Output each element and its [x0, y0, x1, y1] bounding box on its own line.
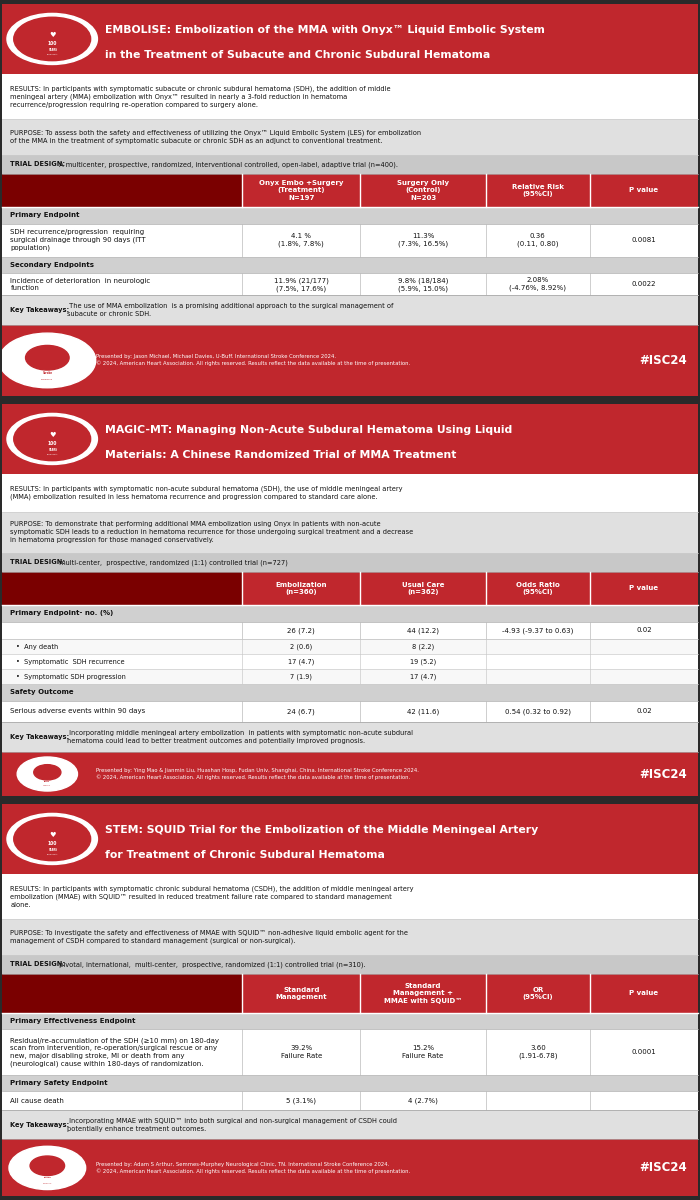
- Bar: [242, 571, 360, 605]
- Bar: [2, 474, 698, 511]
- Bar: [2, 919, 698, 955]
- Text: 8 (2.2): 8 (2.2): [412, 643, 434, 650]
- Text: Materials: A Chinese Randomized Trial of MMA Treatment: Materials: A Chinese Randomized Trial of…: [105, 450, 456, 460]
- Text: Bold Hearts: Bold Hearts: [47, 853, 57, 854]
- Text: 100: 100: [48, 841, 57, 846]
- Bar: [2, 511, 698, 553]
- Text: P value: P value: [629, 586, 659, 592]
- Circle shape: [26, 346, 69, 370]
- Bar: [2, 701, 698, 722]
- Text: -4.93 (-9.37 to 0.63): -4.93 (-9.37 to 0.63): [502, 628, 573, 634]
- Text: 4.1 %
(1.8%, 7.8%): 4.1 % (1.8%, 7.8%): [279, 233, 324, 247]
- Bar: [2, 155, 698, 174]
- Bar: [2, 1075, 698, 1091]
- Text: 11.3%
(7.3%, 16.5%): 11.3% (7.3%, 16.5%): [398, 233, 448, 247]
- Bar: [2, 751, 698, 797]
- Bar: [2, 955, 698, 973]
- Bar: [486, 571, 590, 605]
- Text: 44 (12.2): 44 (12.2): [407, 628, 439, 634]
- Text: RESULTS: In participants with symptomatic non-acute subdural hematoma (SDH), the: RESULTS: In participants with symptomati…: [10, 486, 403, 500]
- Bar: [360, 571, 486, 605]
- Text: International: International: [43, 776, 52, 778]
- Text: International: International: [41, 365, 54, 366]
- Text: 100: 100: [48, 442, 57, 446]
- Text: 9.8% (18/184)
(5.9%, 15.0%): 9.8% (18/184) (5.9%, 15.0%): [398, 277, 448, 292]
- Text: multi-center,  prospective, randomized (1:1) controlled trial (n=727): multi-center, prospective, randomized (1…: [57, 559, 288, 565]
- Bar: [2, 654, 698, 670]
- Text: P value: P value: [629, 990, 659, 996]
- Bar: [2, 174, 242, 208]
- Text: Stroke: Stroke: [43, 1177, 51, 1178]
- Text: 0.0081: 0.0081: [631, 238, 657, 244]
- Text: in the Treatment of Subacute and Chronic Subdural Hematoma: in the Treatment of Subacute and Chronic…: [105, 49, 490, 60]
- Bar: [2, 804, 698, 875]
- Text: Key Takeaways:: Key Takeaways:: [10, 1122, 70, 1128]
- Bar: [2, 722, 698, 751]
- Text: 0.02: 0.02: [636, 628, 652, 634]
- Text: RESULTS: In participants with symptomatic subacute or chronic subdural hematoma : RESULTS: In participants with symptomati…: [10, 85, 391, 108]
- Text: Primary Endpoint: Primary Endpoint: [10, 212, 80, 218]
- Bar: [486, 174, 590, 208]
- Text: PURPOSE: To demonstrate that performing additional MMA embolization using Onyx i: PURPOSE: To demonstrate that performing …: [10, 521, 414, 544]
- Bar: [2, 1140, 698, 1196]
- Bar: [2, 1110, 698, 1140]
- Bar: [2, 257, 698, 274]
- Circle shape: [9, 1146, 85, 1189]
- Bar: [590, 571, 698, 605]
- Text: Primary Effectiveness Endpoint: Primary Effectiveness Endpoint: [10, 1019, 136, 1025]
- Text: ♥: ♥: [49, 832, 55, 838]
- Text: 39.2%
Failure Rate: 39.2% Failure Rate: [281, 1045, 322, 1058]
- Text: Surgery Only
(Control)
N=203: Surgery Only (Control) N=203: [397, 180, 449, 200]
- Text: Bold Hearts: Bold Hearts: [47, 454, 57, 455]
- Text: 0.0001: 0.0001: [631, 1049, 657, 1055]
- Bar: [590, 174, 698, 208]
- Bar: [2, 670, 698, 684]
- Text: The use of MMA embolization  is a promising additional approach to the surgical : The use of MMA embolization is a promisi…: [67, 302, 393, 317]
- Text: 7 (1.9): 7 (1.9): [290, 673, 312, 680]
- Text: Presented by: Jason Michael, Michael Davies, U-Buff. International Stroke Confer: Presented by: Jason Michael, Michael Dav…: [96, 354, 410, 366]
- Text: Primary Endpoint- no. (%): Primary Endpoint- no. (%): [10, 611, 113, 617]
- Bar: [2, 274, 698, 295]
- Text: 5 (3.1%): 5 (3.1%): [286, 1097, 316, 1104]
- Text: Stroke: Stroke: [44, 781, 50, 782]
- Text: EMBOLISE: Embolization of the MMA with Onyx™ Liquid Embolic System: EMBOLISE: Embolization of the MMA with O…: [105, 25, 545, 36]
- Circle shape: [34, 764, 61, 780]
- Bar: [2, 875, 698, 919]
- Text: PURPOSE: To assess both the safety and effectiveness of utilizing the Onyx™ Liqu: PURPOSE: To assess both the safety and e…: [10, 130, 421, 144]
- Text: TRIAL DESIGN:: TRIAL DESIGN:: [10, 559, 66, 565]
- Text: 15.2%
Failure Rate: 15.2% Failure Rate: [402, 1045, 444, 1058]
- Text: TRIAL DESIGN:: TRIAL DESIGN:: [10, 961, 66, 967]
- Bar: [2, 208, 698, 223]
- Bar: [360, 174, 486, 208]
- Text: 4 (2.7%): 4 (2.7%): [408, 1097, 438, 1104]
- Text: STEM: SQUID Trial for the Embolization of the Middle Meningeal Artery: STEM: SQUID Trial for the Embolization o…: [105, 826, 538, 835]
- Text: Presented by: Ying Mao & Jianmin Liu, Huashan Hosp, Fudan Univ, Shanghai, China.: Presented by: Ying Mao & Jianmin Liu, Hu…: [96, 768, 419, 780]
- Bar: [2, 1030, 698, 1075]
- Text: 0.54 (0.32 to 0.92): 0.54 (0.32 to 0.92): [505, 708, 571, 715]
- Text: Odds Ratio
(95%CI): Odds Ratio (95%CI): [516, 582, 560, 595]
- Bar: [242, 174, 360, 208]
- Text: Serious adverse events within 90 days: Serious adverse events within 90 days: [10, 708, 146, 714]
- Text: International: International: [42, 1171, 52, 1172]
- Text: Stroke: Stroke: [42, 371, 52, 374]
- Text: Residual/re-accumulation of the SDH (≥10 mm) on 180-day
scan from intervention, : Residual/re-accumulation of the SDH (≥10…: [10, 1037, 219, 1067]
- Text: TRIAL DESIGN:: TRIAL DESIGN:: [10, 161, 66, 167]
- Bar: [590, 973, 698, 1013]
- Bar: [486, 973, 590, 1013]
- Bar: [2, 324, 698, 396]
- Bar: [2, 640, 698, 654]
- Text: Onyx Embo +Surgery
(Treatment)
N=197: Onyx Embo +Surgery (Treatment) N=197: [259, 180, 344, 200]
- Text: ♥: ♥: [49, 32, 55, 38]
- Text: 0.0022: 0.0022: [631, 281, 656, 287]
- Circle shape: [14, 817, 90, 860]
- Text: Safety Outcome: Safety Outcome: [10, 689, 74, 695]
- Circle shape: [30, 1156, 64, 1176]
- Text: Incidence of deterioration  in neurologic
function: Incidence of deterioration in neurologic…: [10, 277, 150, 292]
- Circle shape: [14, 418, 90, 461]
- Text: Secondary Endpoints: Secondary Endpoints: [10, 263, 94, 269]
- Circle shape: [0, 334, 96, 388]
- Text: Incorporating middle meningeal artery embolization  in patients with symptomatic: Incorporating middle meningeal artery em…: [67, 730, 413, 744]
- Bar: [2, 223, 698, 257]
- Text: Standard
Management: Standard Management: [276, 986, 327, 1000]
- Bar: [2, 973, 242, 1013]
